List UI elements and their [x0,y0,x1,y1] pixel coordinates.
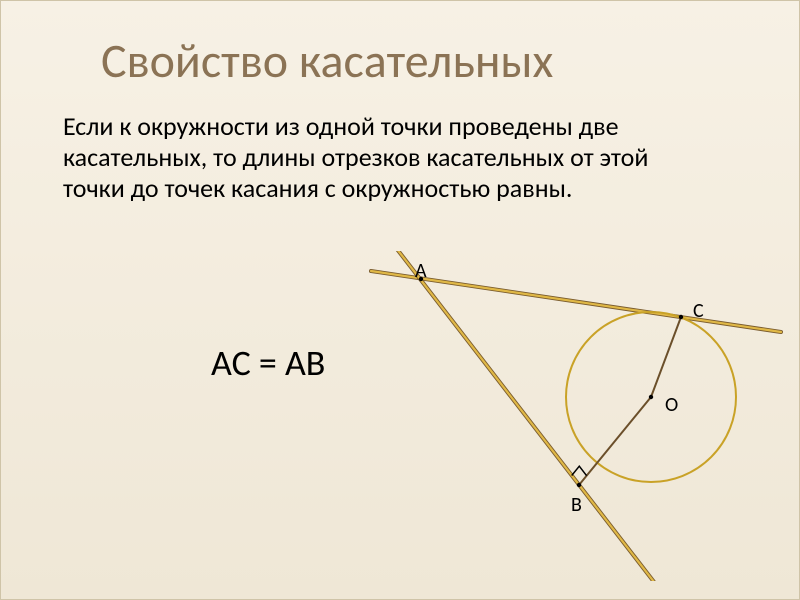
tangent-diagram: A B C O [361,251,791,581]
label-A: A [415,259,427,283]
label-B: B [571,493,582,517]
slide-body-text: Если к окружности из одной точки проведе… [63,111,703,205]
label-O: O [665,393,678,417]
equation-text: AC = AB [211,341,325,385]
label-C: C [693,299,704,323]
diagram-svg [361,251,791,581]
slide: Свойство касательных Если к окружности и… [0,0,800,600]
slide-title: Свойство касательных [101,31,553,90]
